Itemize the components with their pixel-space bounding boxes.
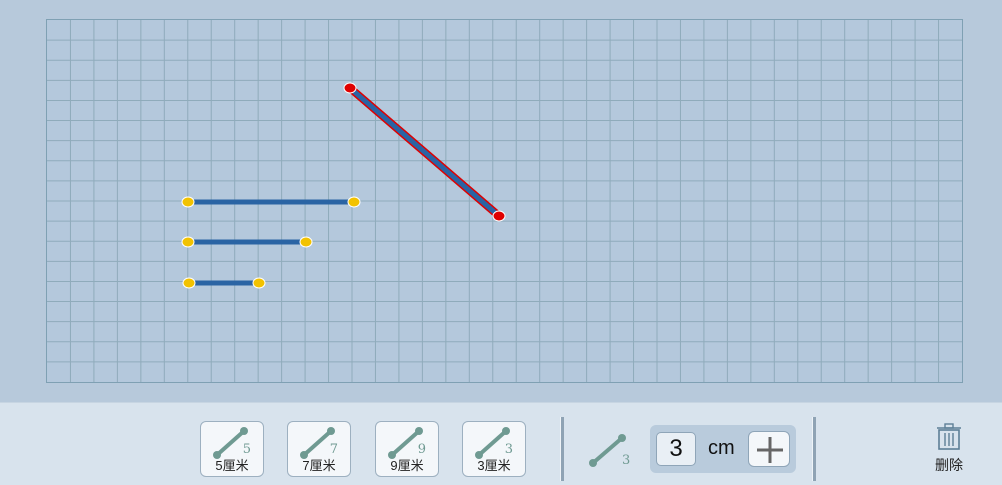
- segment-line: [348, 86, 501, 218]
- preset-3cm-button[interactable]: 3 3厘米: [462, 421, 526, 477]
- preset-label: 9厘米: [390, 458, 424, 473]
- ruler-segment-icon: [213, 427, 248, 459]
- preset-number: 3: [504, 442, 513, 457]
- length-panel: 3 cm: [650, 425, 796, 473]
- drawing-board: [46, 19, 963, 383]
- segment-endpoint-handle[interactable]: [492, 210, 506, 222]
- preset-5cm-button[interactable]: 5 5厘米: [200, 421, 264, 477]
- trash-icon: [937, 423, 961, 450]
- preset-number: 5: [242, 442, 251, 457]
- grid-svg[interactable]: [47, 20, 962, 382]
- preset-number: 7: [329, 442, 338, 457]
- preset-9cm-button[interactable]: 9 9厘米: [375, 421, 439, 477]
- ruler-segment-icon: [475, 427, 510, 459]
- preset-label: 7厘米: [302, 458, 336, 473]
- segment-1[interactable]: [181, 196, 361, 208]
- segment-endpoint-handle[interactable]: [252, 277, 266, 289]
- bottom-toolbar: 5 5厘米 7 7厘米 9 9厘米 3 3厘米 3 3 cm: [0, 402, 1002, 485]
- segment-2[interactable]: [181, 236, 313, 248]
- toolbar-divider: [812, 417, 816, 481]
- preset-7cm-button[interactable]: 7 7厘米: [287, 421, 351, 477]
- grid-canvas[interactable]: [46, 19, 963, 383]
- segment-endpoint-handle[interactable]: [343, 82, 357, 94]
- preset-label: 3厘米: [477, 458, 511, 473]
- segment-endpoint-handle[interactable]: [347, 196, 361, 208]
- segment-3[interactable]: [182, 277, 266, 289]
- custom-segment-number: 3: [622, 453, 631, 468]
- plus-icon: [757, 437, 783, 463]
- preset-label: 5厘米: [215, 458, 249, 473]
- delete-label: 删除: [935, 457, 963, 473]
- delete-button[interactable]: 删除: [920, 423, 978, 479]
- segment-endpoint-handle[interactable]: [182, 277, 196, 289]
- ruler-segment-icon: [300, 427, 335, 459]
- preset-number: 9: [417, 442, 426, 457]
- segment-endpoint-handle[interactable]: [299, 236, 313, 248]
- segment-endpoint-handle[interactable]: [181, 236, 195, 248]
- segment-4[interactable]: [343, 82, 506, 222]
- add-segment-button[interactable]: [748, 431, 790, 467]
- ruler-segment-icon: [388, 427, 423, 459]
- length-input[interactable]: 3: [656, 432, 696, 466]
- segment-endpoint-handle[interactable]: [181, 196, 195, 208]
- unit-label: cm: [708, 437, 735, 459]
- toolbar-divider: [560, 417, 564, 481]
- custom-segment-icon[interactable]: [585, 431, 631, 471]
